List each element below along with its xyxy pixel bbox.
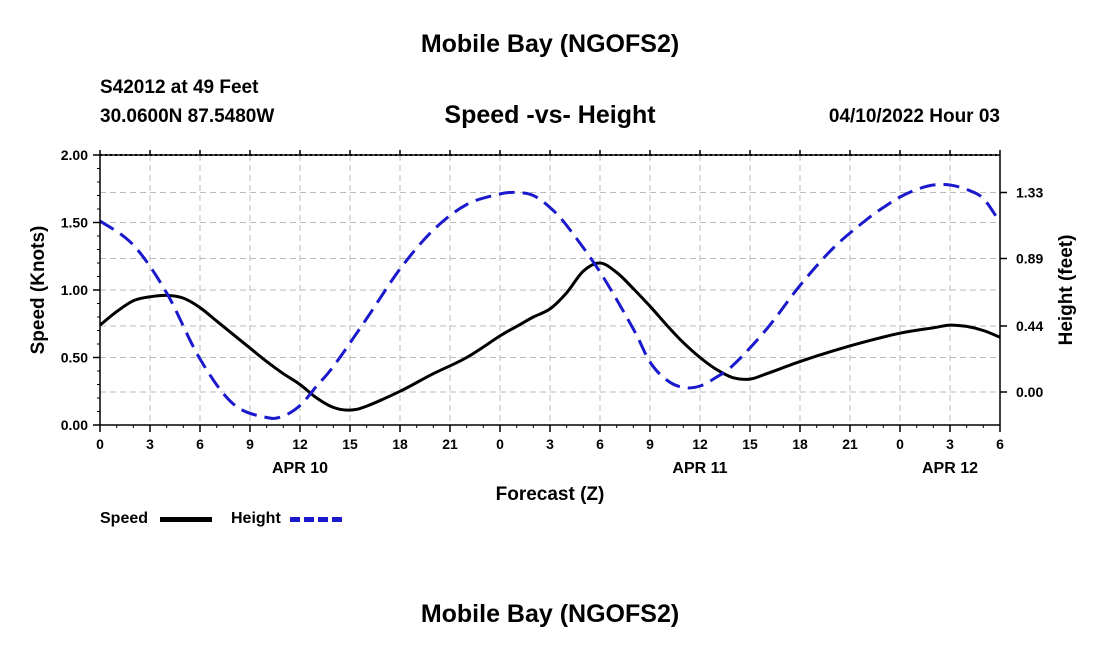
y-tick-label: 0.50 [61,350,88,366]
series-layer [100,182,1000,420]
y2-tick-label: 0.00 [1016,384,1043,400]
y-axis-label: Speed (Knots) [28,226,49,355]
x-tick-label: 21 [842,436,858,452]
day-label: APR 12 [922,460,978,477]
legend-height-swatch [290,517,342,522]
tick-layer: 0 3 6 9 12 15 18 21 0 3 6 9 12 15 18 21 0 3 6 0.00 0.50 1.00 1… [61,147,1044,477]
x-tick-label: 0 [496,436,504,452]
x-tick-label: 3 [546,436,554,452]
x-tick-label: 3 [146,436,154,452]
legend-speed-swatch [160,517,212,522]
footer-title: Mobile Bay (NGOFS2) [420,600,680,628]
page-title: Mobile Bay (NGOFS2) [420,30,680,58]
grid-layer [100,155,1000,425]
x-tick-label: 12 [692,436,708,452]
x-tick-label: 3 [946,436,954,452]
x-tick-label: 6 [196,436,204,452]
chart-title: Speed -vs- Height [444,101,656,129]
y2-tick-label: 0.89 [1016,251,1043,267]
y2-tick-label: 0.44 [1016,318,1043,334]
x-tick-label: 9 [246,436,254,452]
speed-series-line [100,261,1000,412]
x-tick-label: 21 [442,436,458,452]
x-tick-label: 6 [596,436,604,452]
y-tick-label: 1.00 [61,282,88,298]
legend-height-label: Height [231,510,281,527]
legend-speed-label: Speed [100,510,149,527]
x-tick-label: 18 [392,436,408,452]
x-tick-label: 9 [646,436,654,452]
y2-tick-label: 1.33 [1016,185,1043,201]
station-label: S42012 at 49 Feet [100,77,259,98]
x-tick-label: 6 [996,436,1004,452]
x-tick-label: 15 [342,436,358,452]
y-tick-label: 2.00 [61,147,88,163]
x-tick-label: 0 [896,436,904,452]
day-label: APR 11 [672,460,727,477]
y-tick-label: 0.00 [61,417,88,433]
y-tick-label: 1.50 [61,215,88,231]
y2-axis-label: Height (feet) [1056,235,1077,346]
x-tick-label: 12 [292,436,308,452]
x-tick-label: 18 [792,436,808,452]
forecast-date-label: 04/10/2022 Hour 03 [828,106,1000,127]
x-tick-label: 15 [742,436,758,452]
coordinates-label: 30.0600N 87.5480W [100,106,275,127]
x-axis-label: Forecast (Z) [496,484,605,505]
x-tick-label: 0 [96,436,104,452]
day-label: APR 10 [272,460,328,477]
